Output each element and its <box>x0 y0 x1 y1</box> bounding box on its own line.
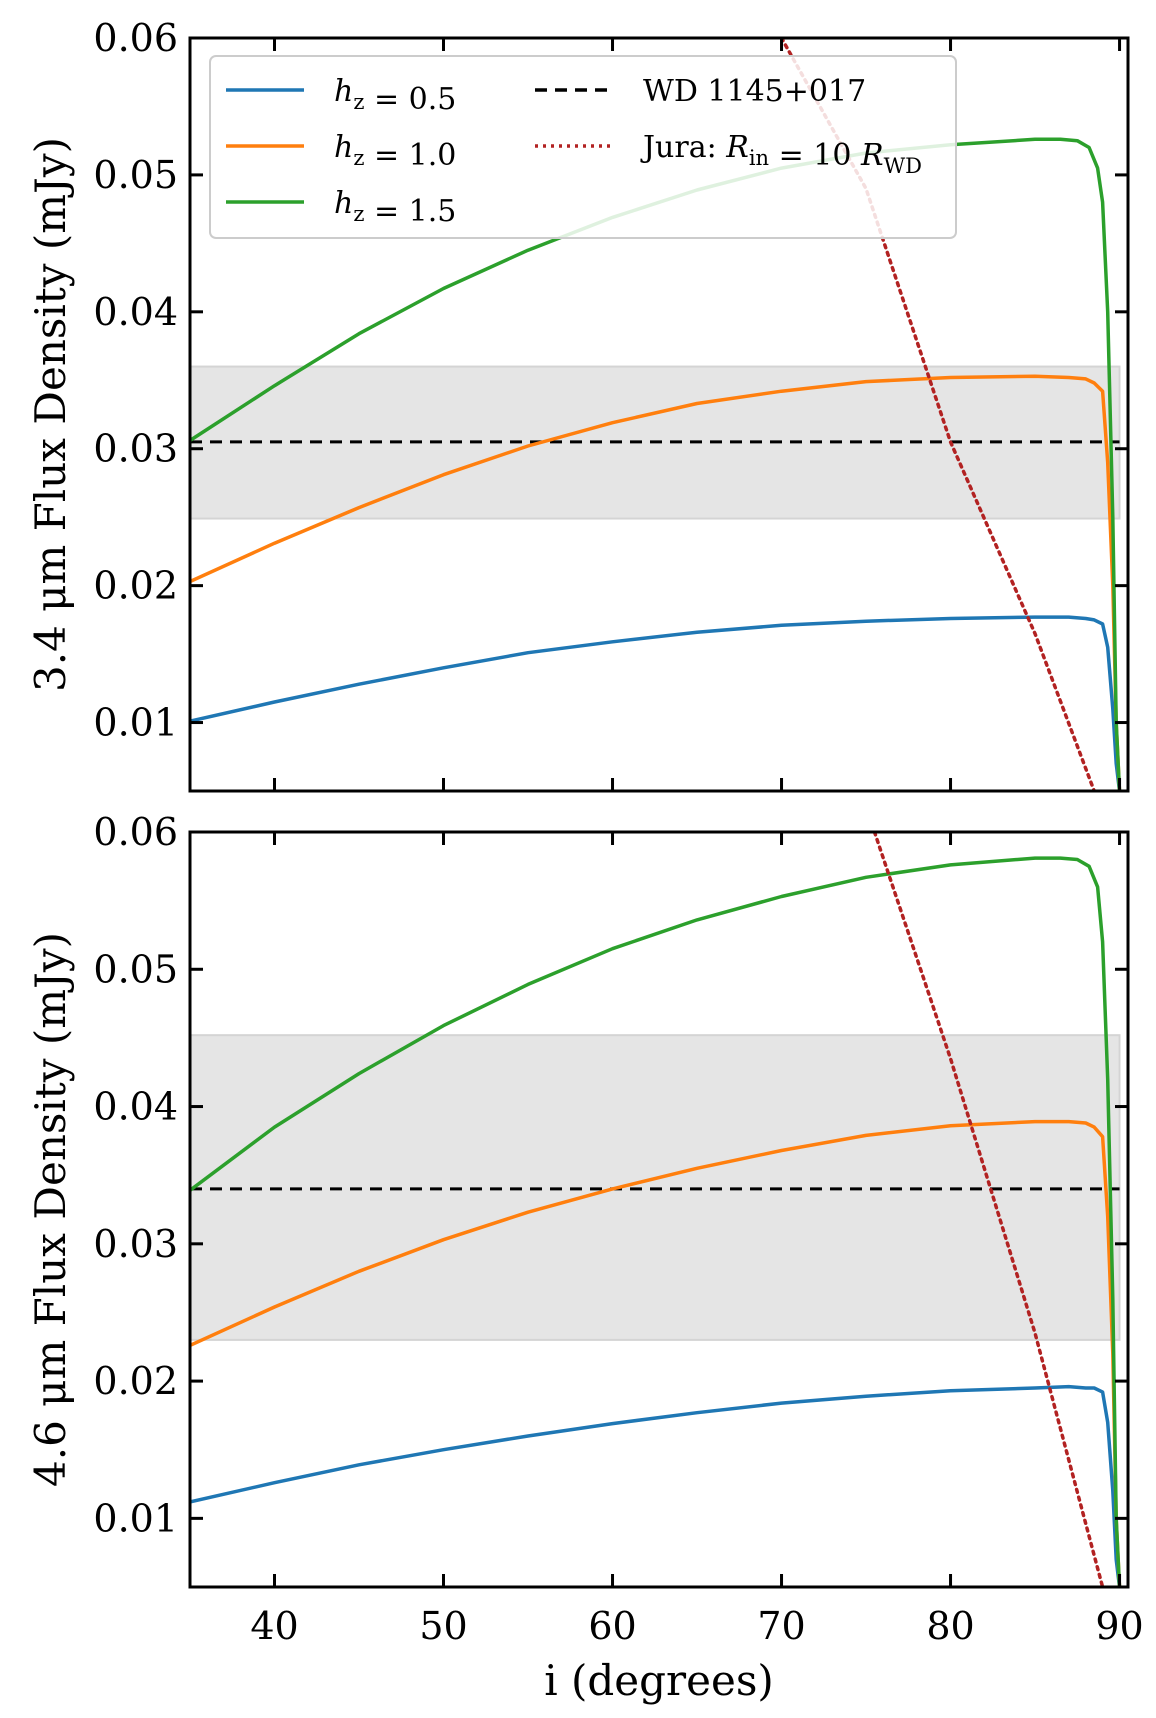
top-panel: 0.01 0.02 0.03 0.04 0.05 0.06 3.4 μm Flux Dens… <box>26 16 1130 793</box>
y-tick-label-1: 0.02 <box>93 564 178 608</box>
y-tick-label-2: 0.03 <box>93 1222 178 1266</box>
legend-label-2: hz = 1.5 <box>334 186 456 229</box>
x-tick-label-2: 60 <box>588 1604 636 1648</box>
legend-label-0: hz = 0.5 <box>334 74 456 117</box>
x-tick-label-4: 80 <box>926 1604 974 1648</box>
legend: hz = 0.5 hz = 1.0 hz = 1.5 WD 1145+017 Jura:… <box>209 55 957 239</box>
bottom-panel: 40 50 60 70 80 90 0.01 0.02 0.03 0.04 0.05 0.06 4.6 … <box>26 810 1144 1705</box>
series-line-0 <box>190 615 1122 791</box>
y-tick-label-0: 0.01 <box>93 1496 178 1540</box>
y-tick-label-5: 0.06 <box>93 810 178 854</box>
y-tick-label-5: 0.06 <box>93 16 178 60</box>
y-tick-label-2: 0.03 <box>93 427 178 471</box>
legend-label-1: hz = 1.0 <box>334 130 456 173</box>
y-tick-label-4: 0.05 <box>93 153 178 197</box>
axes-frame <box>188 830 1130 1589</box>
series-line-1 <box>190 374 1122 791</box>
x-tick-label-1: 50 <box>419 1604 467 1648</box>
plot-area <box>190 38 1122 791</box>
y-tick-label-0: 0.01 <box>93 701 178 745</box>
axes-frame <box>188 36 1130 793</box>
y-tick-label-4: 0.05 <box>93 947 178 991</box>
x-tick-label-3: 70 <box>757 1604 805 1648</box>
x-tick-label-0: 40 <box>250 1604 298 1648</box>
plot-area <box>190 832 1122 1587</box>
x-tick-label-5: 90 <box>1095 1604 1143 1648</box>
series-line-2 <box>190 856 1122 1587</box>
y-axis-title: 4.6 μm Flux Density (mJy) <box>26 932 75 1487</box>
y-tick-label-3: 0.04 <box>93 1085 178 1129</box>
legend-label-4: Jura: Rin = 10 RWD <box>640 130 922 178</box>
y-axis-title: 3.4 μm Flux Density (mJy) <box>26 137 75 692</box>
series-line-1 <box>190 1119 1122 1587</box>
legend-label-3: WD 1145+017 <box>643 74 866 109</box>
y-tick-label-3: 0.04 <box>93 290 178 334</box>
y-tick-label-1: 0.02 <box>93 1359 178 1403</box>
series-line-3 <box>872 832 1105 1587</box>
series-line-0 <box>190 1384 1122 1587</box>
x-axis-title: i (degrees) <box>544 1656 774 1705</box>
series-line-2 <box>190 137 1122 791</box>
